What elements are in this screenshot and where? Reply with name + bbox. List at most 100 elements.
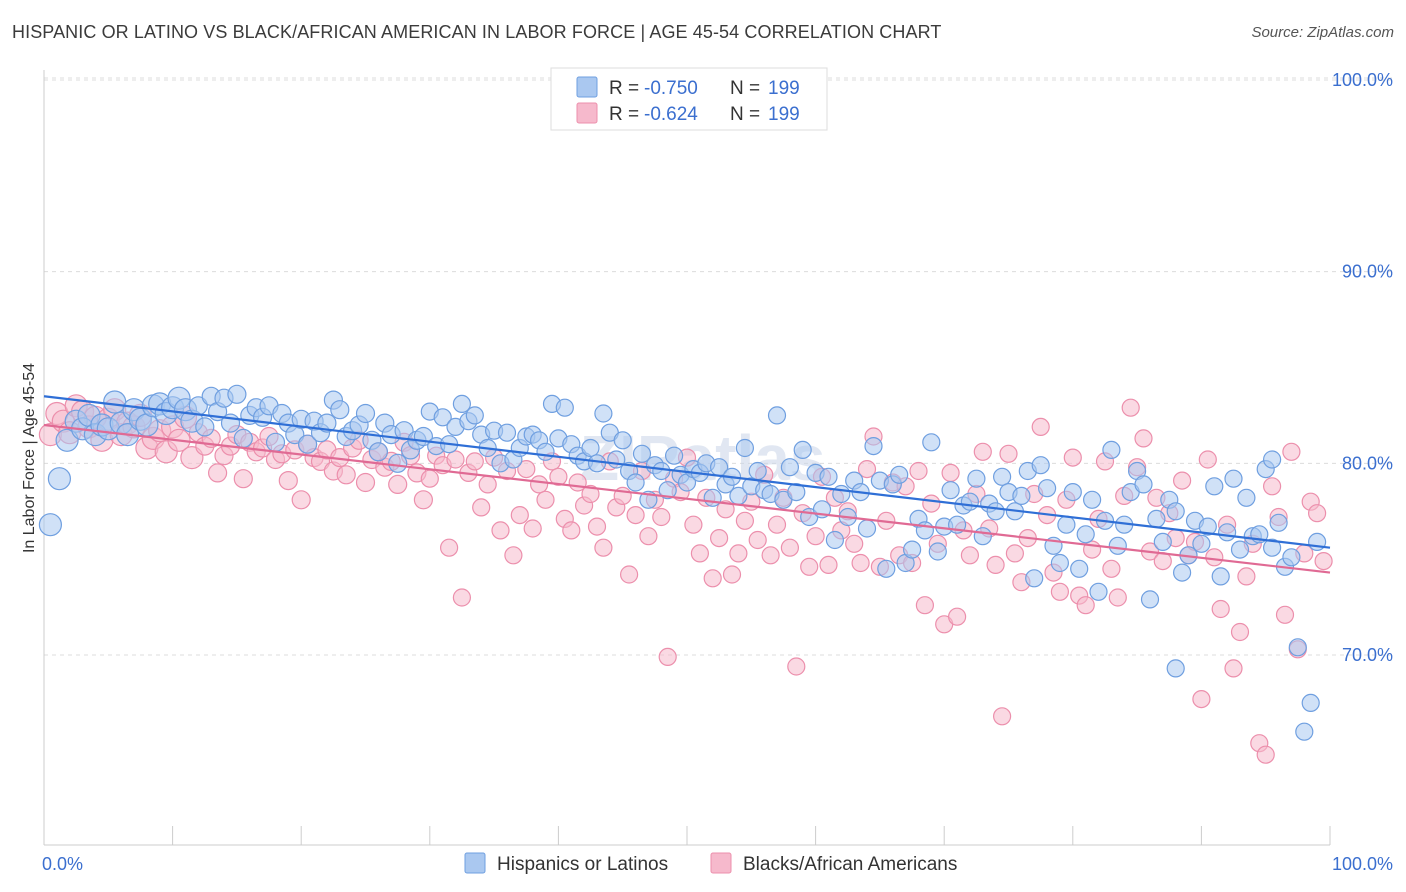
point-black — [690, 544, 710, 563]
point-hispanic — [1102, 440, 1121, 459]
point-black — [1005, 544, 1025, 563]
point-black — [536, 490, 555, 509]
point-black — [208, 463, 228, 483]
point-hispanic — [819, 467, 838, 486]
point-hispanic — [1089, 582, 1108, 601]
point-black — [594, 538, 613, 557]
trend-lines — [43, 395, 1331, 574]
point-black — [1307, 504, 1327, 523]
point-black — [703, 569, 722, 588]
point-black — [1134, 429, 1153, 448]
point-hispanic — [38, 513, 63, 537]
point-hispanic — [735, 438, 755, 458]
legend-r-value-1: -0.750 — [644, 78, 698, 99]
point-hispanic — [1301, 693, 1320, 713]
point-black — [446, 450, 465, 469]
point-black — [504, 546, 523, 565]
legend-n-value-2: 199 — [768, 104, 800, 125]
point-hispanic — [793, 440, 812, 459]
point-black — [973, 442, 992, 461]
point-black — [452, 588, 471, 607]
point-hispanic — [1134, 475, 1153, 494]
point-hispanic — [1295, 722, 1314, 741]
point-black — [1121, 398, 1140, 417]
point-hispanic — [1205, 477, 1224, 496]
point-black — [472, 498, 491, 517]
y-axis-title: In Labor Force | Age 45-54 — [21, 363, 38, 553]
point-hispanic — [992, 467, 1012, 486]
y-tick-label: 70.0% — [1342, 645, 1393, 665]
legend-n-label-2: N = — [730, 104, 760, 125]
point-hispanic — [922, 433, 941, 452]
point-black — [413, 490, 433, 510]
point-black — [510, 505, 529, 525]
point-black — [819, 555, 838, 575]
point-black — [517, 460, 536, 479]
point-hispanic — [748, 461, 767, 481]
point-hispanic — [1025, 569, 1044, 588]
point-black — [658, 647, 677, 667]
point-black — [1172, 471, 1192, 490]
x-tick-label: 0.0% — [42, 854, 83, 874]
point-black — [986, 555, 1005, 575]
point-black — [1314, 551, 1333, 571]
point-hispanic — [960, 492, 980, 511]
point-hispanic — [594, 404, 613, 423]
legend-n-label-1: N = — [730, 78, 760, 99]
point-hispanic — [1166, 502, 1185, 521]
point-hispanic — [1147, 509, 1166, 529]
legend: R = -0.750 N = 199 R = -0.624 N = 199 — [550, 67, 828, 131]
point-black — [1230, 622, 1250, 642]
point-hispanic — [1082, 490, 1102, 509]
point-black — [992, 707, 1012, 726]
point-black — [999, 444, 1018, 463]
bottom-legend: Hispanics or Latinos Blacks/African Amer… — [464, 852, 957, 875]
y-tick-label: 90.0% — [1342, 262, 1393, 282]
point-black — [722, 565, 742, 584]
point-black — [1256, 745, 1275, 764]
point-black — [491, 521, 510, 540]
point-black — [857, 460, 877, 479]
y-tick-labels: 70.0% 80.0% 90.0% 100.0% — [1332, 70, 1393, 665]
bottom-legend-swatch-pink — [710, 852, 732, 874]
point-hispanic — [1198, 517, 1217, 536]
point-black — [787, 657, 806, 676]
point-hispanic — [626, 473, 645, 492]
point-black — [947, 607, 967, 626]
legend-swatch-pink — [576, 102, 598, 124]
trend-line-blacks — [43, 423, 1331, 574]
point-hispanic — [368, 442, 388, 462]
point-black — [941, 463, 960, 482]
point-black — [626, 505, 645, 525]
point-hispanic — [877, 559, 896, 578]
x-tick-labels: 0.0% 100.0% — [42, 854, 1393, 874]
point-hispanic — [330, 400, 350, 420]
point-hispanic — [433, 408, 452, 427]
point-black — [1224, 659, 1243, 678]
point-hispanic — [465, 406, 484, 425]
point-hispanic — [928, 542, 947, 561]
point-hispanic — [767, 406, 787, 425]
legend-r-label-1: R = — [609, 78, 639, 99]
series-blacks-points — [38, 394, 1333, 764]
point-black — [278, 471, 298, 491]
point-hispanic — [1012, 486, 1031, 505]
point-black — [1282, 442, 1301, 461]
point-black — [1050, 582, 1070, 601]
point-hispanic — [581, 438, 600, 458]
legend-r-value-2: -0.624 — [644, 104, 698, 125]
point-hispanic — [1237, 488, 1256, 507]
point-black — [1076, 596, 1095, 615]
trend-line-hispanics — [43, 395, 1331, 549]
point-hispanic — [233, 428, 253, 448]
point-hispanic — [613, 431, 632, 450]
point-black — [1237, 567, 1256, 586]
point-hispanic — [632, 444, 652, 463]
point-hispanic — [832, 484, 851, 504]
point-hispanic — [317, 413, 337, 433]
point-black — [336, 465, 356, 485]
point-black — [761, 546, 780, 565]
point-black — [562, 521, 581, 540]
point-black — [1031, 417, 1050, 436]
bottom-legend-label-hispanics: Hispanics or Latinos — [497, 854, 668, 875]
